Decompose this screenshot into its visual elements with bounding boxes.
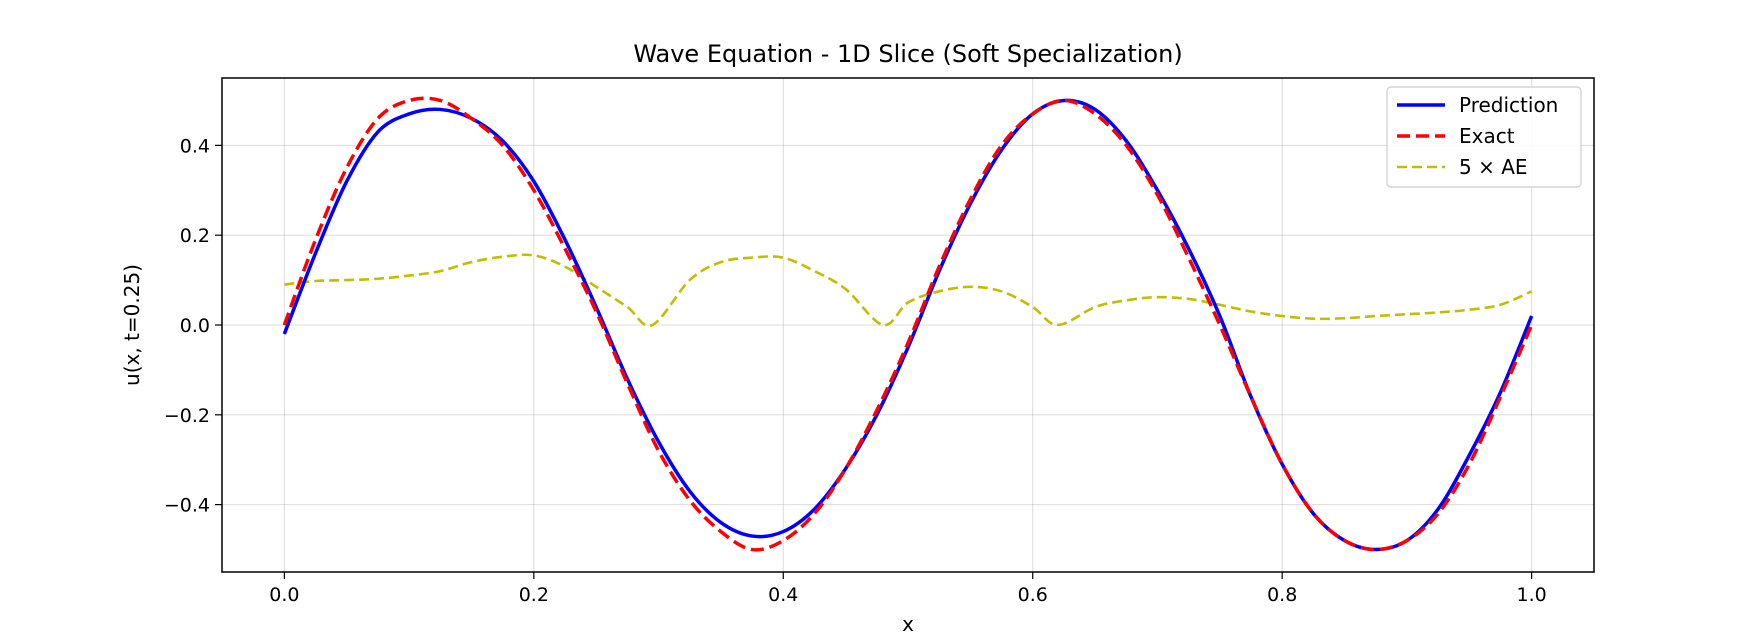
y-tick-label: −0.2: [164, 405, 210, 427]
series-line-exact: [282, 96, 1534, 552]
y-tick-label: 0.2: [180, 225, 210, 247]
legend: Prediction Exact 5 × AE: [1386, 86, 1582, 188]
x-tick-label: 0.0: [269, 584, 299, 606]
legend-label-prediction: Prediction: [1459, 93, 1558, 117]
grid: [222, 78, 1594, 572]
x-tick-label: 1.0: [1517, 584, 1547, 606]
x-axis-label: x: [902, 612, 914, 636]
x-tick-label: 0.2: [519, 584, 549, 606]
ticks: 0.0 0.2 0.4 0.6 0.8 1.0 −0.4 −0.2 0.0 0.2 0.4: [164, 135, 1547, 606]
y-tick-label: 0.0: [180, 315, 210, 337]
series-line-ae: [284, 253, 1533, 328]
y-tick-label: −0.4: [164, 495, 210, 517]
y-tick-label: 0.4: [180, 135, 210, 157]
y-axis-label: u(x, t=0.25): [120, 264, 144, 386]
series-layer: [282, 96, 1534, 552]
legend-label-exact: Exact: [1459, 124, 1515, 148]
x-tick-label: 0.4: [768, 584, 798, 606]
chart-title: Wave Equation - 1D Slice (Soft Specializ…: [633, 40, 1182, 68]
legend-label-ae: 5 × AE: [1459, 155, 1528, 179]
x-tick-label: 0.6: [1018, 584, 1048, 606]
x-tick-label: 0.8: [1267, 584, 1297, 606]
legend-box: [1386, 86, 1582, 188]
